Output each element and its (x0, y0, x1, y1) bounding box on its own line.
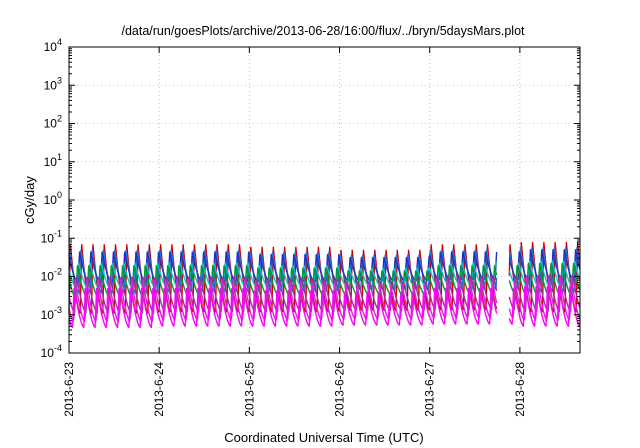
y-tick-label: 10-1 (41, 228, 62, 245)
y-tick-label: 10-3 (41, 305, 62, 322)
x-tick-label: 2013-6-25 (242, 362, 256, 417)
x-tick-label: 2013-6-27 (423, 362, 437, 417)
y-tick-label: 104 (44, 37, 62, 54)
x-axis-label: Coordinated Universal Time (UTC) (224, 430, 423, 445)
plot-area (68, 241, 581, 329)
x-tick-label: 2013-6-26 (333, 362, 347, 417)
y-tick-label: 102 (44, 114, 62, 131)
series-line (68, 285, 581, 329)
y-tick-label: 10-2 (41, 267, 62, 284)
x-axis: 2013-6-23 2013-6-24 2013-6-25 2013-6-26 2013… (62, 47, 527, 417)
chart-title: /data/run/goesPlots/archive/2013-06-28/1… (121, 24, 525, 38)
y-axis-label: cGy/day (22, 176, 37, 224)
y-tick-label: 103 (44, 75, 62, 92)
series-line (68, 249, 581, 284)
x-tick-label: 2013-6-28 (513, 362, 527, 417)
y-tick-label: 101 (44, 152, 62, 169)
y-tick-label: 10-4 (41, 343, 62, 360)
x-tick-label: 2013-6-23 (62, 362, 76, 417)
y-tick-label: 100 (44, 190, 62, 207)
x-tick-label: 2013-6-24 (152, 362, 166, 417)
